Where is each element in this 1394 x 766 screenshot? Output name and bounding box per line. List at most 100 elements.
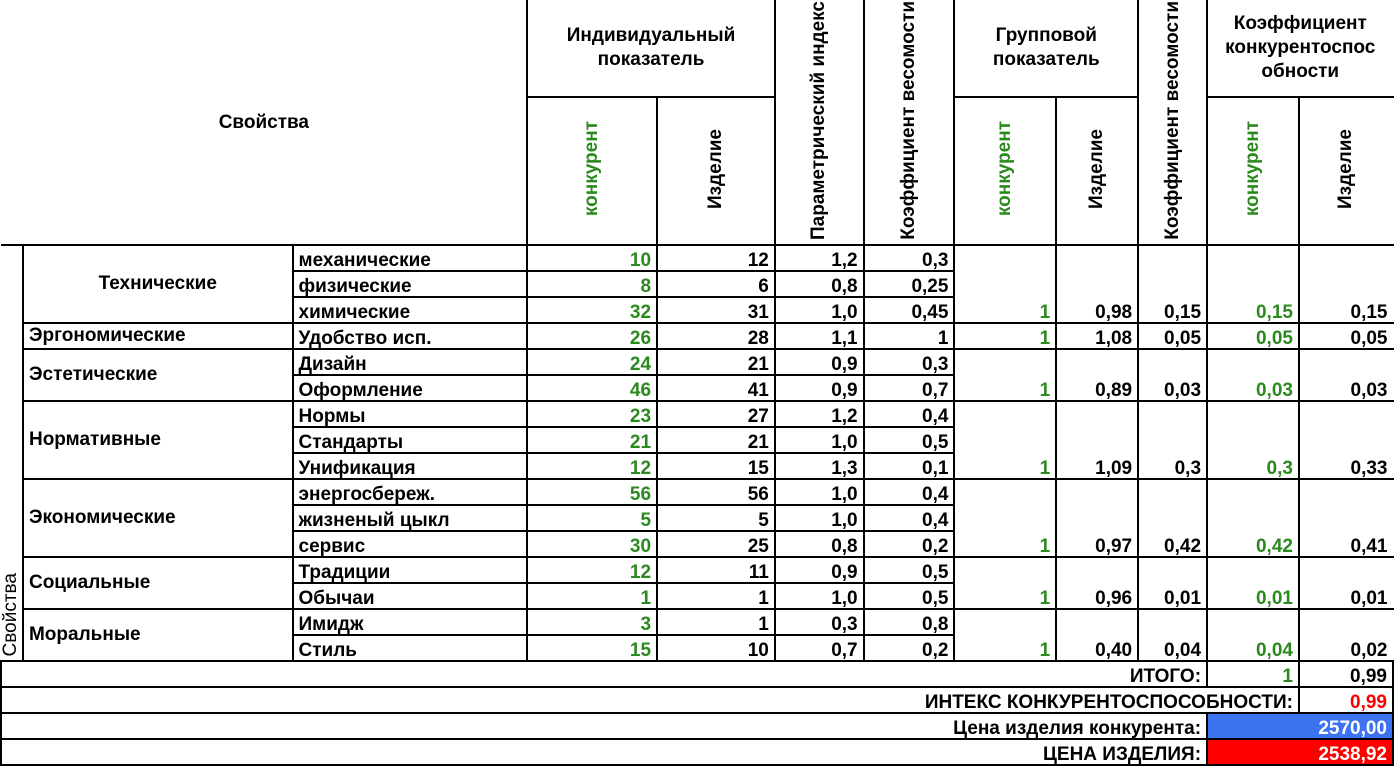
table-row: физические 8 6 0,8 0,25 [1, 271, 1393, 299]
competitor-value: 21 [527, 427, 659, 455]
index-label: ИНТЕКС КОНКУРЕНТОСПОСОБНОСТИ: [0, 687, 1300, 715]
coef-competitor: 0,42 [1207, 479, 1300, 559]
coef-competitor: 0,15 [1207, 245, 1300, 325]
index-row: ИНТЕКС КОНКУРЕНТОСПОСОБНОСТИ: 0,99 [0, 687, 1394, 715]
header-product-2: Изделие [1056, 96, 1140, 247]
group-product: 1,09 [1056, 401, 1140, 481]
header-competitor-1: конкурент [527, 96, 659, 247]
property-name: Дизайн [292, 349, 529, 377]
product-value: 15 [657, 453, 776, 481]
table-row: Социальные Традиции 12 11 0,9 0,5 1 0,96 0,01 0,0… [1, 557, 1393, 611]
weight-coef: 0,3 [863, 349, 956, 377]
group-competitor: 1 [954, 323, 1058, 351]
competitor-value: 12 [527, 453, 659, 481]
header-group: Групповой показатель [954, 0, 1140, 98]
property-name: Традиции [292, 557, 529, 585]
header-competitiveness: Коэффициент конкурентоспос обности [1207, 0, 1393, 98]
product-value: 25 [657, 531, 776, 559]
itogo-competitor: 1 [1207, 661, 1300, 689]
coef-product: 0,02 [1298, 609, 1393, 663]
group-product: 0,97 [1056, 479, 1140, 559]
coef-product: 0,41 [1298, 479, 1393, 559]
group-name: Социальные [22, 557, 294, 611]
param-index: 0,7 [774, 635, 865, 663]
group-product: 0,40 [1056, 609, 1140, 663]
table-row: жизненый цыкл 5 5 1,0 0,4 [1, 505, 1393, 533]
coef-competitor: 0,03 [1207, 349, 1300, 403]
group-product: 0,89 [1056, 349, 1140, 403]
header-individual: Индивидуальный показатель [527, 0, 776, 98]
group-product: 0,96 [1056, 557, 1140, 611]
param-index: 1,1 [774, 323, 865, 351]
competitor-value: 3 [527, 609, 659, 637]
header-weight-coef-2: Коэффициент весомости [1138, 0, 1209, 247]
group-product: 0,98 [1056, 245, 1140, 325]
coef-competitor: 0,05 [1207, 323, 1300, 351]
header-product-3: Изделие [1298, 96, 1393, 247]
competitor-price-label: Цена изделия конкурента: [0, 713, 1209, 741]
group-competitor: 1 [954, 479, 1058, 559]
side-label-text: Свойства [1, 572, 21, 657]
property-name: сервис [292, 531, 529, 559]
weight-coef: 0,4 [863, 505, 956, 533]
group-weight: 0,03 [1138, 349, 1209, 403]
param-index: 0,3 [774, 609, 865, 637]
param-index: 0,8 [774, 271, 865, 299]
competitor-value: 5 [527, 505, 659, 533]
group-weight: 0,15 [1138, 245, 1209, 325]
group-name: Эргономические [22, 323, 294, 351]
product-value: 11 [657, 557, 776, 585]
header-competitor-2: конкурент [954, 96, 1058, 247]
param-index: 1,0 [774, 479, 865, 507]
table-row: Эстетические Дизайн 24 21 0,9 0,3 1 0,89 0,03 0,0… [1, 349, 1393, 403]
table-row: химические 32 31 1,0 0,45 [1, 297, 1393, 325]
weight-coef: 0,4 [863, 401, 956, 429]
competitor-value: 10 [527, 245, 659, 273]
group-name: Моральные [22, 609, 294, 663]
coef-competitor: 0,04 [1207, 609, 1300, 663]
group-competitor: 1 [954, 401, 1058, 481]
coef-product: 0,03 [1298, 349, 1393, 403]
param-index: 0,9 [774, 375, 865, 403]
group-competitor: 1 [954, 245, 1058, 325]
weight-coef: 0,45 [863, 297, 956, 325]
table-row: Унификация 12 15 1,3 0,1 [1, 453, 1393, 481]
header-param-index: Параметрический индекс [774, 0, 865, 247]
coef-product: 0,15 [1298, 245, 1393, 325]
group-competitor: 1 [954, 557, 1058, 611]
product-value: 12 [657, 245, 776, 273]
property-name: жизненый цыкл [292, 505, 529, 533]
property-name: Удобство исп. [292, 323, 529, 351]
coef-product: 0,33 [1298, 401, 1393, 481]
param-index: 0,9 [774, 557, 865, 585]
property-name: Стандарты [292, 427, 529, 455]
table-row: Свойства Технические механические 10 12 1,2 0,… [1, 245, 1393, 663]
weight-coef: 0,1 [863, 453, 956, 481]
product-value: 5 [657, 505, 776, 533]
group-competitor: 1 [954, 609, 1058, 663]
index-value: 0,99 [1298, 687, 1394, 715]
group-competitor: 1 [954, 349, 1058, 403]
weight-coef: 0,5 [863, 557, 956, 585]
itogo-row: ИТОГО: 1 0,99 [0, 661, 1394, 689]
weight-coef: 0,25 [863, 271, 956, 299]
competitor-value: 12 [527, 557, 659, 585]
param-index: 1,2 [774, 245, 865, 273]
coef-product: 0,05 [1298, 323, 1393, 351]
weight-coef: 0,8 [863, 609, 956, 637]
table-row: Экономические энергосбереж. 56 56 1,0 0,4 1 0,9… [1, 479, 1393, 559]
competitor-value: 30 [527, 531, 659, 559]
group-weight: 0,42 [1138, 479, 1209, 559]
product-value: 28 [657, 323, 776, 351]
competitor-value: 24 [527, 349, 659, 377]
param-index: 1,0 [774, 427, 865, 455]
header-competitor-3: конкурент [1207, 96, 1300, 247]
table-row: сервис 30 25 0,8 0,2 [1, 531, 1393, 559]
group-name: Нормативные [22, 401, 294, 481]
coef-competitor: 0,3 [1207, 401, 1300, 481]
table-row: Стандарты 21 21 1,0 0,5 [1, 427, 1393, 455]
weight-coef: 0,7 [863, 375, 956, 403]
product-value: 21 [657, 349, 776, 377]
